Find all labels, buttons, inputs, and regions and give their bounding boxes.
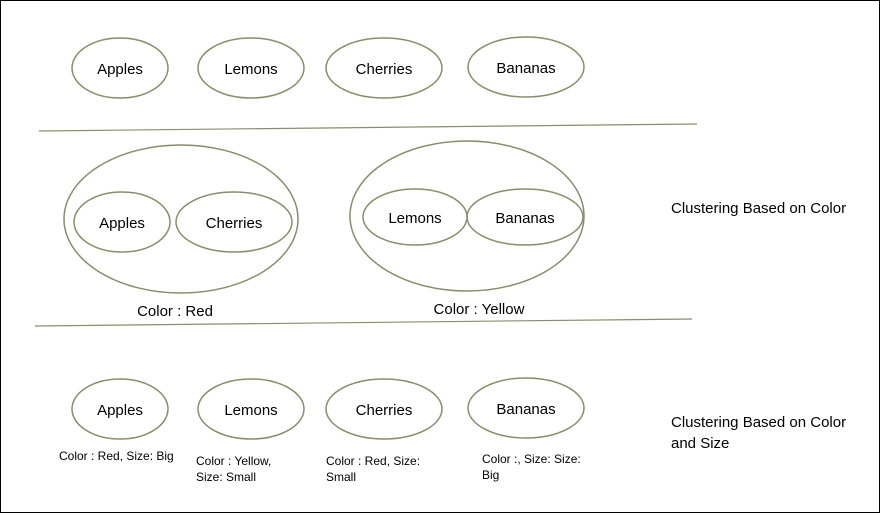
color-size-clustering-label-line1: Clustering Based on Color [671,414,846,431]
lemons-note-line1: Color : Yellow, [196,454,271,468]
lemons-node [197,378,305,440]
divider-bottom [34,318,693,327]
apples-note: Color : Red, Size: Big [59,449,174,463]
cherries-label: Cherries [356,402,413,419]
cherries-note-line2: Small [326,470,356,484]
apples-label: Apples [97,61,143,78]
bananas-label: Bananas [496,401,555,418]
cherries-node [325,37,443,99]
bananas-node [467,36,585,98]
red-cluster [63,144,299,294]
bananas-node [466,188,584,246]
yellow-cluster [349,140,585,292]
cherries-node [175,191,293,253]
color-size-clustering-label-line2: and Size [671,435,729,452]
apples-node [73,191,171,253]
apples-label: Apples [97,402,143,419]
red-cluster-caption: Color : Red [137,303,213,320]
bananas-node [467,377,585,439]
row1-fruits: Apples Lemons Cherries Bananas [71,36,585,99]
lemons-label: Lemons [388,210,441,227]
lemons-node [197,37,305,99]
bananas-label: Bananas [495,210,554,227]
lemons-label: Lemons [224,402,277,419]
apples-node [71,378,169,440]
cherries-label: Cherries [356,61,413,78]
cherries-note-line1: Color : Red, Size: [326,454,420,468]
divider-top [38,123,698,132]
color-clustering-label: Clustering Based on Color [671,200,846,217]
cherries-node [325,378,443,440]
lemons-note-line2: Size: Small [196,470,256,484]
lemons-label: Lemons [224,61,277,78]
bananas-note-line2: Big [482,468,499,482]
bananas-note-line1: Color :, Size: Size: [482,452,581,466]
row2-color-clusters: Apples Cherries Color : Red Lemons Banan… [63,140,846,320]
row3-color-size: Apples Color : Red, Size: Big Lemons Col… [59,377,846,484]
apples-label: Apples [99,215,145,232]
cherries-label: Cherries [206,215,263,232]
bananas-label: Bananas [496,60,555,77]
apples-node [71,37,169,99]
yellow-cluster-caption: Color : Yellow [434,301,525,318]
